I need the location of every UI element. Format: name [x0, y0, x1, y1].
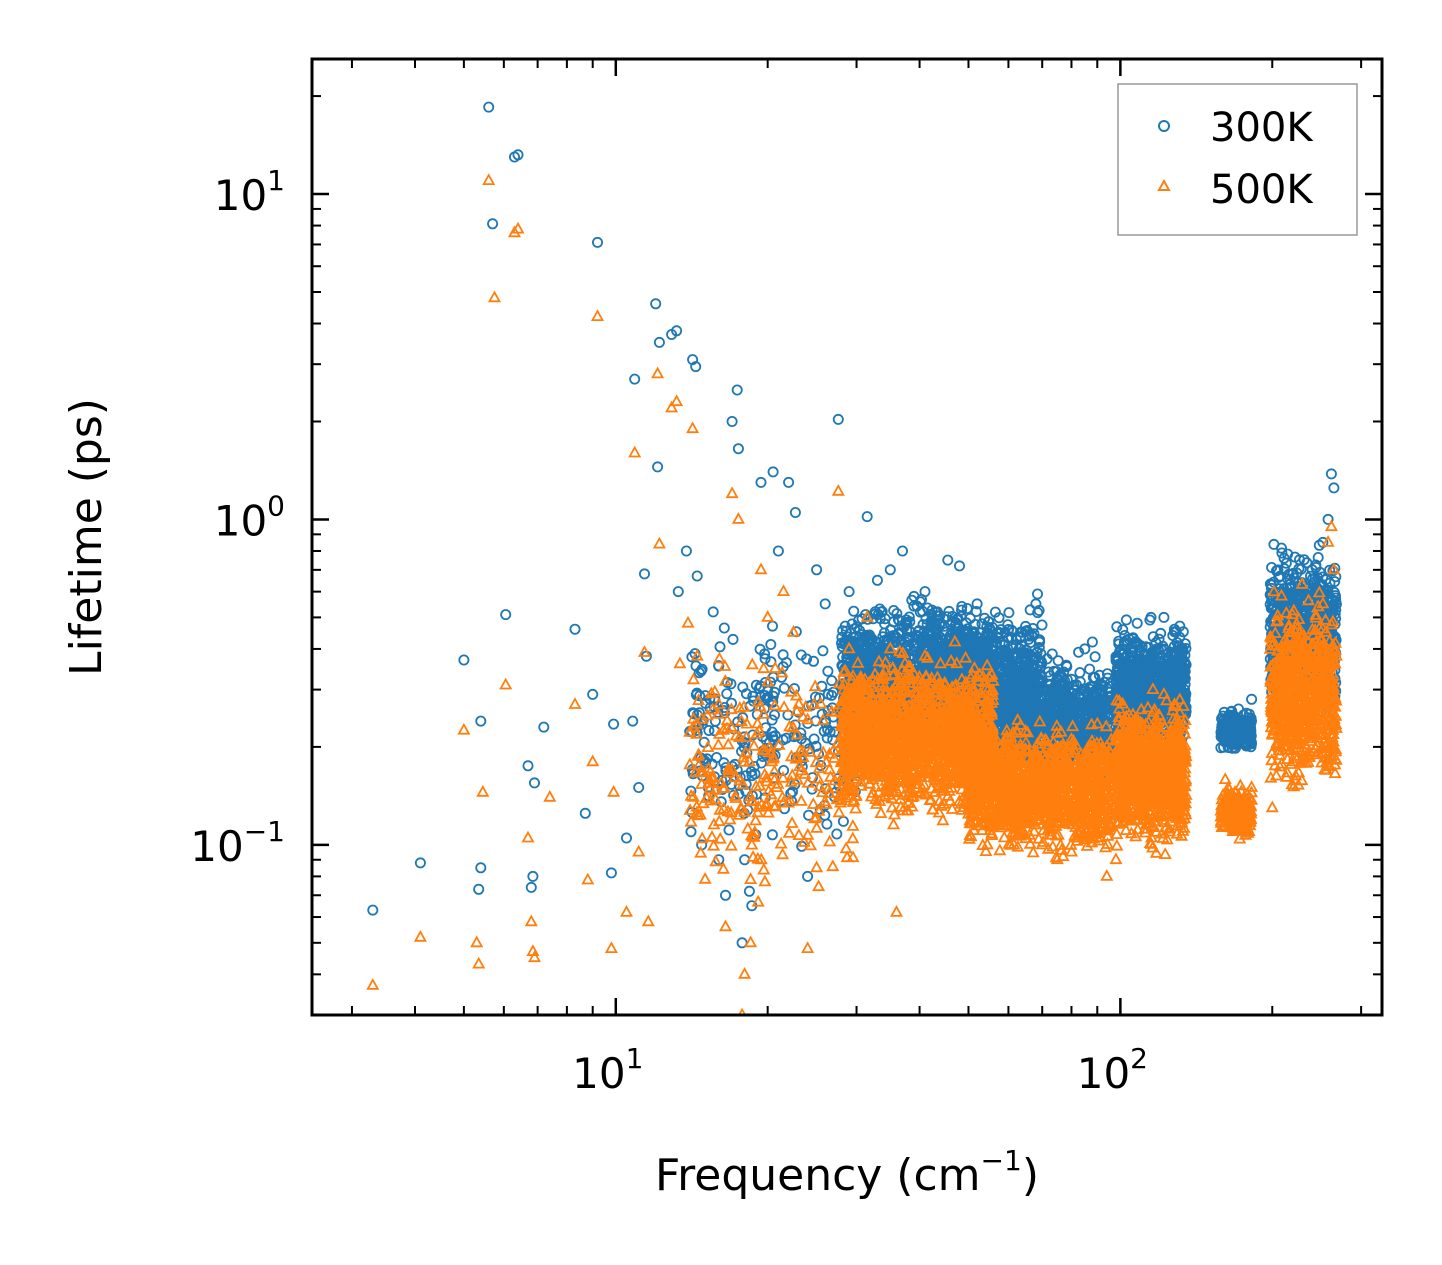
- data-point: [903, 611, 915, 623]
- data-point: [890, 637, 902, 649]
- data-points: [366, 101, 1343, 1015]
- data-point: [876, 642, 888, 654]
- data-point: [861, 629, 873, 641]
- data-point: [861, 649, 873, 661]
- data-point: [904, 658, 916, 670]
- data-point: [841, 648, 853, 660]
- data-point: [856, 629, 868, 641]
- data-point: [970, 606, 982, 618]
- data-point: [869, 608, 881, 620]
- data-point: [875, 606, 887, 618]
- data-point: [860, 641, 872, 653]
- data-point: [849, 623, 861, 635]
- data-point: [854, 648, 866, 660]
- data-point: [896, 620, 908, 632]
- data-point: [849, 636, 861, 648]
- data-point: [888, 605, 900, 617]
- data-point: [848, 605, 860, 617]
- data-point: [904, 626, 916, 638]
- data-point: [887, 630, 899, 642]
